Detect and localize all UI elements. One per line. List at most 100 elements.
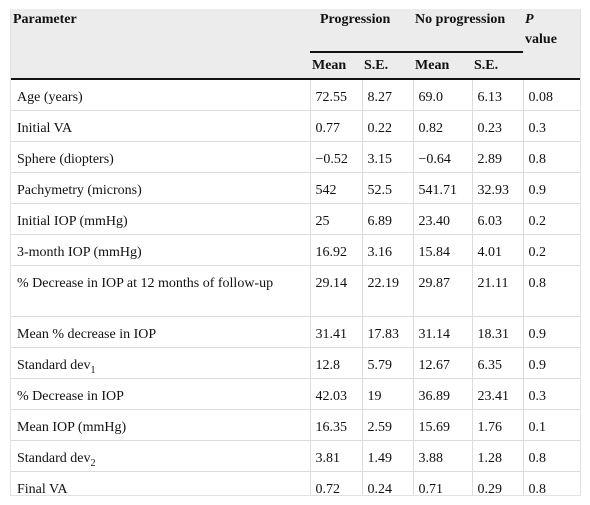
- row-parameter: 3-month IOP (mmHg): [11, 234, 311, 266]
- table-row: 3-month IOP (mmHg) 16.92 3.16 15.84 4.01…: [11, 234, 580, 266]
- table-row: % Decrease in IOP at 12 months of follow…: [11, 265, 580, 317]
- no-progression-se-cell: 0.29: [472, 471, 524, 495]
- header-progression-label: Progression: [320, 12, 391, 27]
- no-progression-mean-cell: 15.69: [413, 409, 473, 441]
- progression-mean-cell: 12.8: [310, 347, 363, 379]
- progression-mean-cell: 25: [310, 203, 363, 235]
- no-progression-mean-cell: 3.88: [413, 440, 473, 472]
- row-parameter: Mean % decrease in IOP: [11, 316, 311, 348]
- table-row: Mean IOP (mmHg) 16.35 2.59 15.69 1.76 0.…: [11, 409, 580, 441]
- no-progression-se-cell: 6.35: [472, 347, 524, 379]
- row-parameter: Standard dev2: [11, 440, 311, 472]
- p-value-cell: 0.2: [523, 234, 580, 266]
- progression-se-cell: 1.49: [362, 440, 414, 472]
- no-progression-se-cell: 6.03: [472, 203, 524, 235]
- no-progression-se-cell: 0.23: [472, 110, 524, 142]
- progression-mean-cell: 31.41: [310, 316, 363, 348]
- progression-mean-cell: −0.52: [310, 141, 363, 173]
- no-progression-se-cell: 1.76: [472, 409, 524, 441]
- no-progression-mean-cell: 23.40: [413, 203, 473, 235]
- header-no-progression-mean: Mean: [413, 52, 473, 80]
- table-row: Standard dev2 3.81 1.49 3.88 1.28 0.8: [11, 440, 580, 472]
- no-progression-mean-cell: 69.0: [413, 79, 473, 111]
- table-body: Age (years) 72.55 8.27 69.0 6.13 0.08 In…: [11, 79, 580, 495]
- header-parameter: Parameter: [11, 9, 310, 80]
- progression-se-cell: 0.24: [362, 471, 414, 495]
- header-no-progression-se: S.E.: [472, 52, 524, 80]
- progression-se-cell: 5.79: [362, 347, 414, 379]
- p-value-cell: 0.2: [523, 203, 580, 235]
- p-value-cell: 0.9: [523, 172, 580, 204]
- row-parameter: Initial VA: [11, 110, 311, 142]
- progression-mean-cell: 3.81: [310, 440, 363, 472]
- table-row: Initial IOP (mmHg) 25 6.89 23.40 6.03 0.…: [11, 203, 580, 235]
- no-progression-se-cell: 4.01: [472, 234, 524, 266]
- progression-mean-cell: 16.35: [310, 409, 363, 441]
- table-row: Mean % decrease in IOP 31.41 17.83 31.14…: [11, 316, 580, 348]
- no-progression-se-cell: 6.13: [472, 79, 524, 111]
- no-progression-se-cell: 32.93: [472, 172, 524, 204]
- progression-se-cell: 22.19: [362, 265, 414, 317]
- progression-mean-cell: 42.03: [310, 378, 363, 410]
- progression-se-cell: 8.27: [362, 79, 414, 111]
- progression-mean-cell: 72.55: [310, 79, 363, 111]
- row-parameter: Pachymetry (microns): [11, 172, 311, 204]
- header-no-progression: No progression: [413, 9, 524, 53]
- row-parameter: Mean IOP (mmHg): [11, 409, 311, 441]
- p-value-cell: 0.08: [523, 79, 580, 111]
- p-value-cell: 0.1: [523, 409, 580, 441]
- no-progression-se-cell: 23.41: [472, 378, 524, 410]
- progression-mean-cell: 0.77: [310, 110, 363, 142]
- row-parameter: Sphere (diopters): [11, 141, 311, 173]
- p-value-cell: 0.3: [523, 378, 580, 410]
- p-value-cell: 0.9: [523, 347, 580, 379]
- p-value-cell: 0.9: [523, 316, 580, 348]
- progression-se-cell: 6.89: [362, 203, 414, 235]
- table-row: Initial VA 0.77 0.22 0.82 0.23 0.3: [11, 110, 580, 142]
- header-progression-se: S.E.: [362, 52, 414, 80]
- progression-se-cell: 17.83: [362, 316, 414, 348]
- no-progression-se-cell: 2.89: [472, 141, 524, 173]
- row-parameter: % Decrease in IOP: [11, 378, 311, 410]
- p-value-cell: 0.8: [523, 141, 580, 173]
- progression-se-cell: 0.22: [362, 110, 414, 142]
- no-progression-mean-cell: 541.71: [413, 172, 473, 204]
- table-row: Pachymetry (microns) 542 52.5 541.71 32.…: [11, 172, 580, 204]
- header-p-italic: P: [525, 12, 534, 27]
- progression-se-cell: 3.16: [362, 234, 414, 266]
- progression-mean-cell: 542: [310, 172, 363, 204]
- no-progression-mean-cell: 36.89: [413, 378, 473, 410]
- no-progression-mean-cell: 15.84: [413, 234, 473, 266]
- progression-mean-cell: 16.92: [310, 234, 363, 266]
- row-parameter: Standard dev1: [11, 347, 311, 379]
- row-parameter: Age (years): [11, 79, 311, 111]
- table-row: % Decrease in IOP 42.03 19 36.89 23.41 0…: [11, 378, 580, 410]
- table-row: Age (years) 72.55 8.27 69.0 6.13 0.08: [11, 79, 580, 111]
- p-value-cell: 0.8: [523, 440, 580, 472]
- progression-se-cell: 2.59: [362, 409, 414, 441]
- p-value-cell: 0.3: [523, 110, 580, 142]
- row-parameter: Initial IOP (mmHg): [11, 203, 311, 235]
- header-p-word: value: [525, 32, 557, 47]
- table-row: Standard dev1 12.8 5.79 12.67 6.35 0.9: [11, 347, 580, 379]
- no-progression-mean-cell: 0.82: [413, 110, 473, 142]
- header-progression-mean: Mean: [310, 52, 362, 80]
- progression-mean-cell: 29.14: [310, 265, 363, 317]
- progression-se-cell: 52.5: [362, 172, 414, 204]
- p-value-cell: 0.8: [523, 265, 580, 317]
- header-no-progression-label: No progression: [415, 12, 506, 27]
- no-progression-mean-cell: 29.87: [413, 265, 473, 317]
- no-progression-se-cell: 18.31: [472, 316, 524, 348]
- no-progression-mean-cell: 12.67: [413, 347, 473, 379]
- no-progression-mean-cell: −0.64: [413, 141, 473, 173]
- progression-mean-cell: 0.72: [310, 471, 363, 495]
- row-parameter: Final VA: [11, 471, 311, 495]
- header-progression: Progression: [310, 9, 414, 53]
- no-progression-se-cell: 1.28: [472, 440, 524, 472]
- no-progression-se-cell: 21.11: [472, 265, 524, 317]
- table-row: Sphere (diopters) −0.52 3.15 −0.64 2.89 …: [11, 141, 580, 173]
